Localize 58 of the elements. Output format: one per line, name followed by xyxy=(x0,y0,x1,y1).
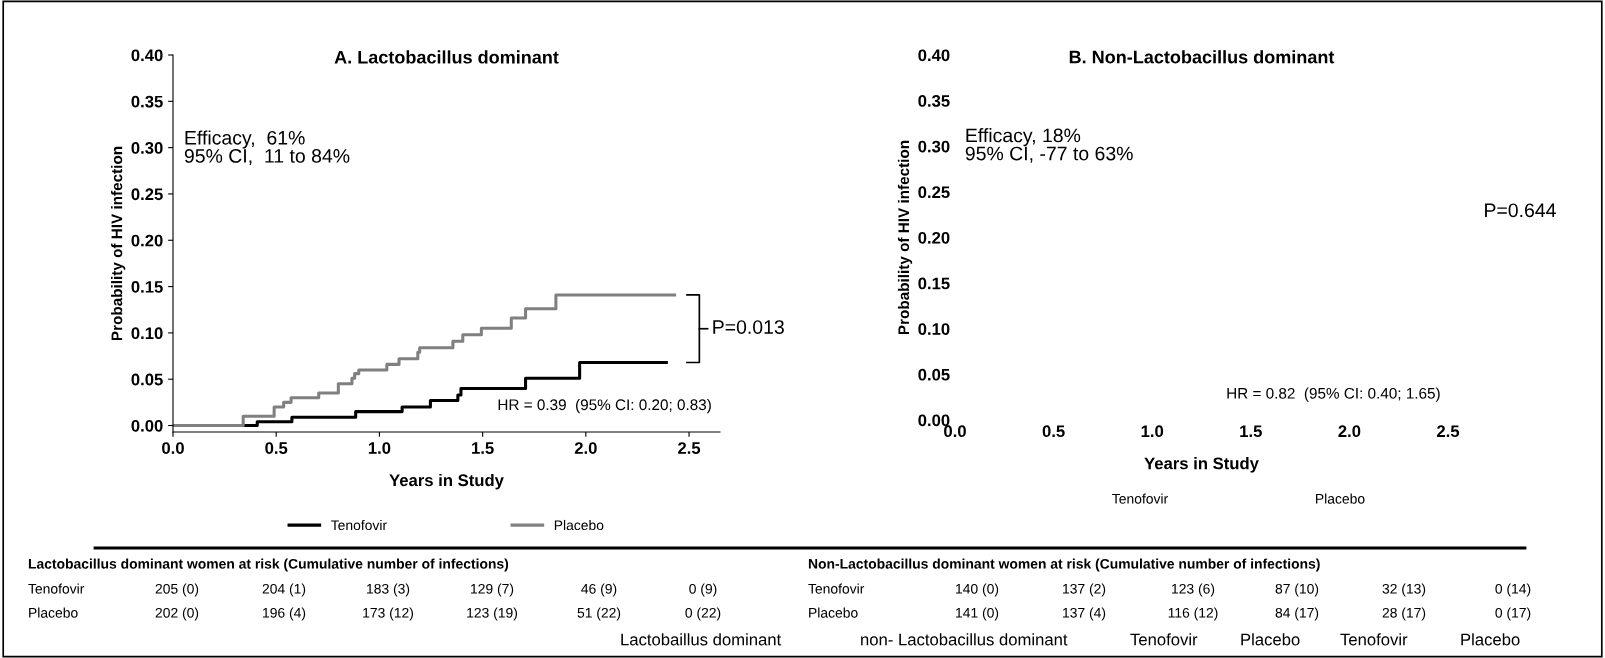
y-tick-label: 0.15 xyxy=(131,280,163,293)
y-axis-title: Probability of HIV infection xyxy=(897,140,913,335)
y-tick-label: 0.20 xyxy=(131,234,163,247)
y-tick-label: 0.05 xyxy=(918,368,950,381)
y-tick-label: 0.25 xyxy=(918,186,950,199)
annotation: P=0.013 xyxy=(713,320,784,334)
x-axis-title: Years in Study xyxy=(1144,457,1259,473)
text: Lactobaillus dominant xyxy=(621,633,782,646)
y-tick-label: 0.40 xyxy=(131,49,163,62)
y-tick-label: 0.25 xyxy=(131,188,163,201)
y-tick-label: 0.15 xyxy=(918,277,950,290)
y-tick-label: 0.10 xyxy=(918,323,950,335)
y-axis-title: Probability of HIV infection xyxy=(111,146,126,341)
text: Placebo 202 (0) 196 (4) 173 (12) 123 (19) 51 (22) 0 (22) xyxy=(29,607,721,621)
annotation: HR = 0.39 (95% CI: 0.20; 0.83) xyxy=(498,398,711,414)
x-tick-label: 0.5 xyxy=(1042,425,1065,438)
y-tick-label: 0.00 xyxy=(131,419,163,432)
text: Tenofovir xyxy=(1340,633,1408,646)
text: Placebo xyxy=(1241,633,1300,646)
x-tick-label: 0.5 xyxy=(265,442,288,454)
x-tick-label: 1.5 xyxy=(1240,425,1262,438)
legend-label: Tenofovir xyxy=(331,519,387,531)
text: Tenofovir 205 (0) 204 (1) 183 (3) 129 (7) 46 (9) 0 (9) xyxy=(28,583,717,597)
y-tick-label: 0.35 xyxy=(918,95,950,107)
x-tick-label: 1.0 xyxy=(1141,425,1164,438)
text: P=0.644 xyxy=(1485,203,1556,218)
y-tick-label: 0.30 xyxy=(918,140,950,153)
text: Tenofovir 140 (0) 137 (2) 123 (6) 87 (10) 32 (13) 0 (14) xyxy=(808,583,1531,597)
x-tick-label: 2.5 xyxy=(678,442,701,454)
text: Tenofovir xyxy=(1112,493,1168,504)
text: Lactobacillus dominant women at risk (Cumulative number of infections) xyxy=(28,558,509,572)
x-tick-label: 0.0 xyxy=(944,425,966,438)
text: Non-Lactobacillus dominant women at risk (Cumulative number of infections) xyxy=(808,558,1320,572)
x-tick-label: 2.0 xyxy=(574,442,597,454)
x-tick-label: 2.5 xyxy=(1436,425,1460,438)
text: Tenofovir xyxy=(1130,633,1198,646)
legend-label: Placebo xyxy=(554,519,604,531)
y-tick-label: 0.10 xyxy=(131,327,163,340)
text: Placebo 141 (0) 137 (4) 116 (12) 84 (17) 28 (17) 0 (17) xyxy=(809,607,1531,621)
y-tick-label: 0.20 xyxy=(918,231,950,244)
y-tick-label: 0.35 xyxy=(131,95,163,108)
y-tick-label: 0.30 xyxy=(131,142,163,154)
annotation: Efficacy, 18% 95% CI, -77 to 63% xyxy=(965,128,1133,163)
annotation: Efficacy, 61% 95% CI, 11 to 84% xyxy=(184,130,350,166)
y-tick-label: 0.05 xyxy=(131,373,163,386)
chart-title: B. Non-Lactobacillus dominant xyxy=(1069,50,1335,64)
x-tick-label: 1.0 xyxy=(368,442,391,454)
x-axis-title: Years in Study xyxy=(389,473,504,490)
y-tick-label: 0.40 xyxy=(918,49,950,62)
x-tick-label: 1.5 xyxy=(472,442,494,454)
text: Placebo xyxy=(1316,493,1365,504)
y-tick-label: 0.00 xyxy=(918,414,950,427)
chart-title: A. Lactobacillus dominant xyxy=(334,50,559,64)
text: Placebo xyxy=(1461,633,1520,646)
x-tick-label: 0.0 xyxy=(162,442,184,454)
x-tick-label: 2.0 xyxy=(1338,425,1361,438)
text: non- Lactobacillus dominant xyxy=(861,633,1068,646)
annotation: HR = 0.82 (95% CI: 0.40; 1.65) xyxy=(1227,387,1440,402)
